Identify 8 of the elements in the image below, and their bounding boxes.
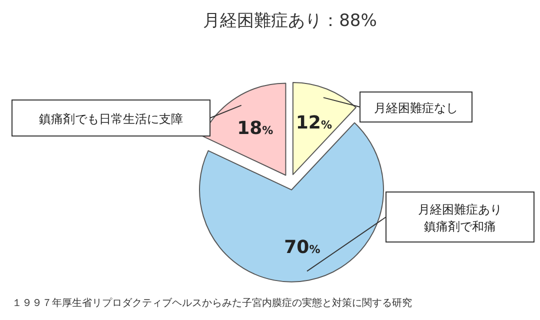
slice-label: 鎮痛剤でも日常生活に支障	[39, 112, 183, 126]
text: １９９７年厚生省リプロダクティブヘルスからみた子宮内膜症の実態と対策に関する研究	[12, 297, 412, 309]
data-label: 18%	[237, 118, 274, 140]
slice-label: 月経困難症あり鎮痛剤で和痛	[418, 202, 502, 234]
chart-title: 月経困難症あり：88%	[203, 11, 377, 31]
data-label: 12%	[296, 112, 332, 134]
slice-label: 月経困難症なし	[374, 101, 458, 115]
data-label: 70%	[284, 236, 320, 258]
